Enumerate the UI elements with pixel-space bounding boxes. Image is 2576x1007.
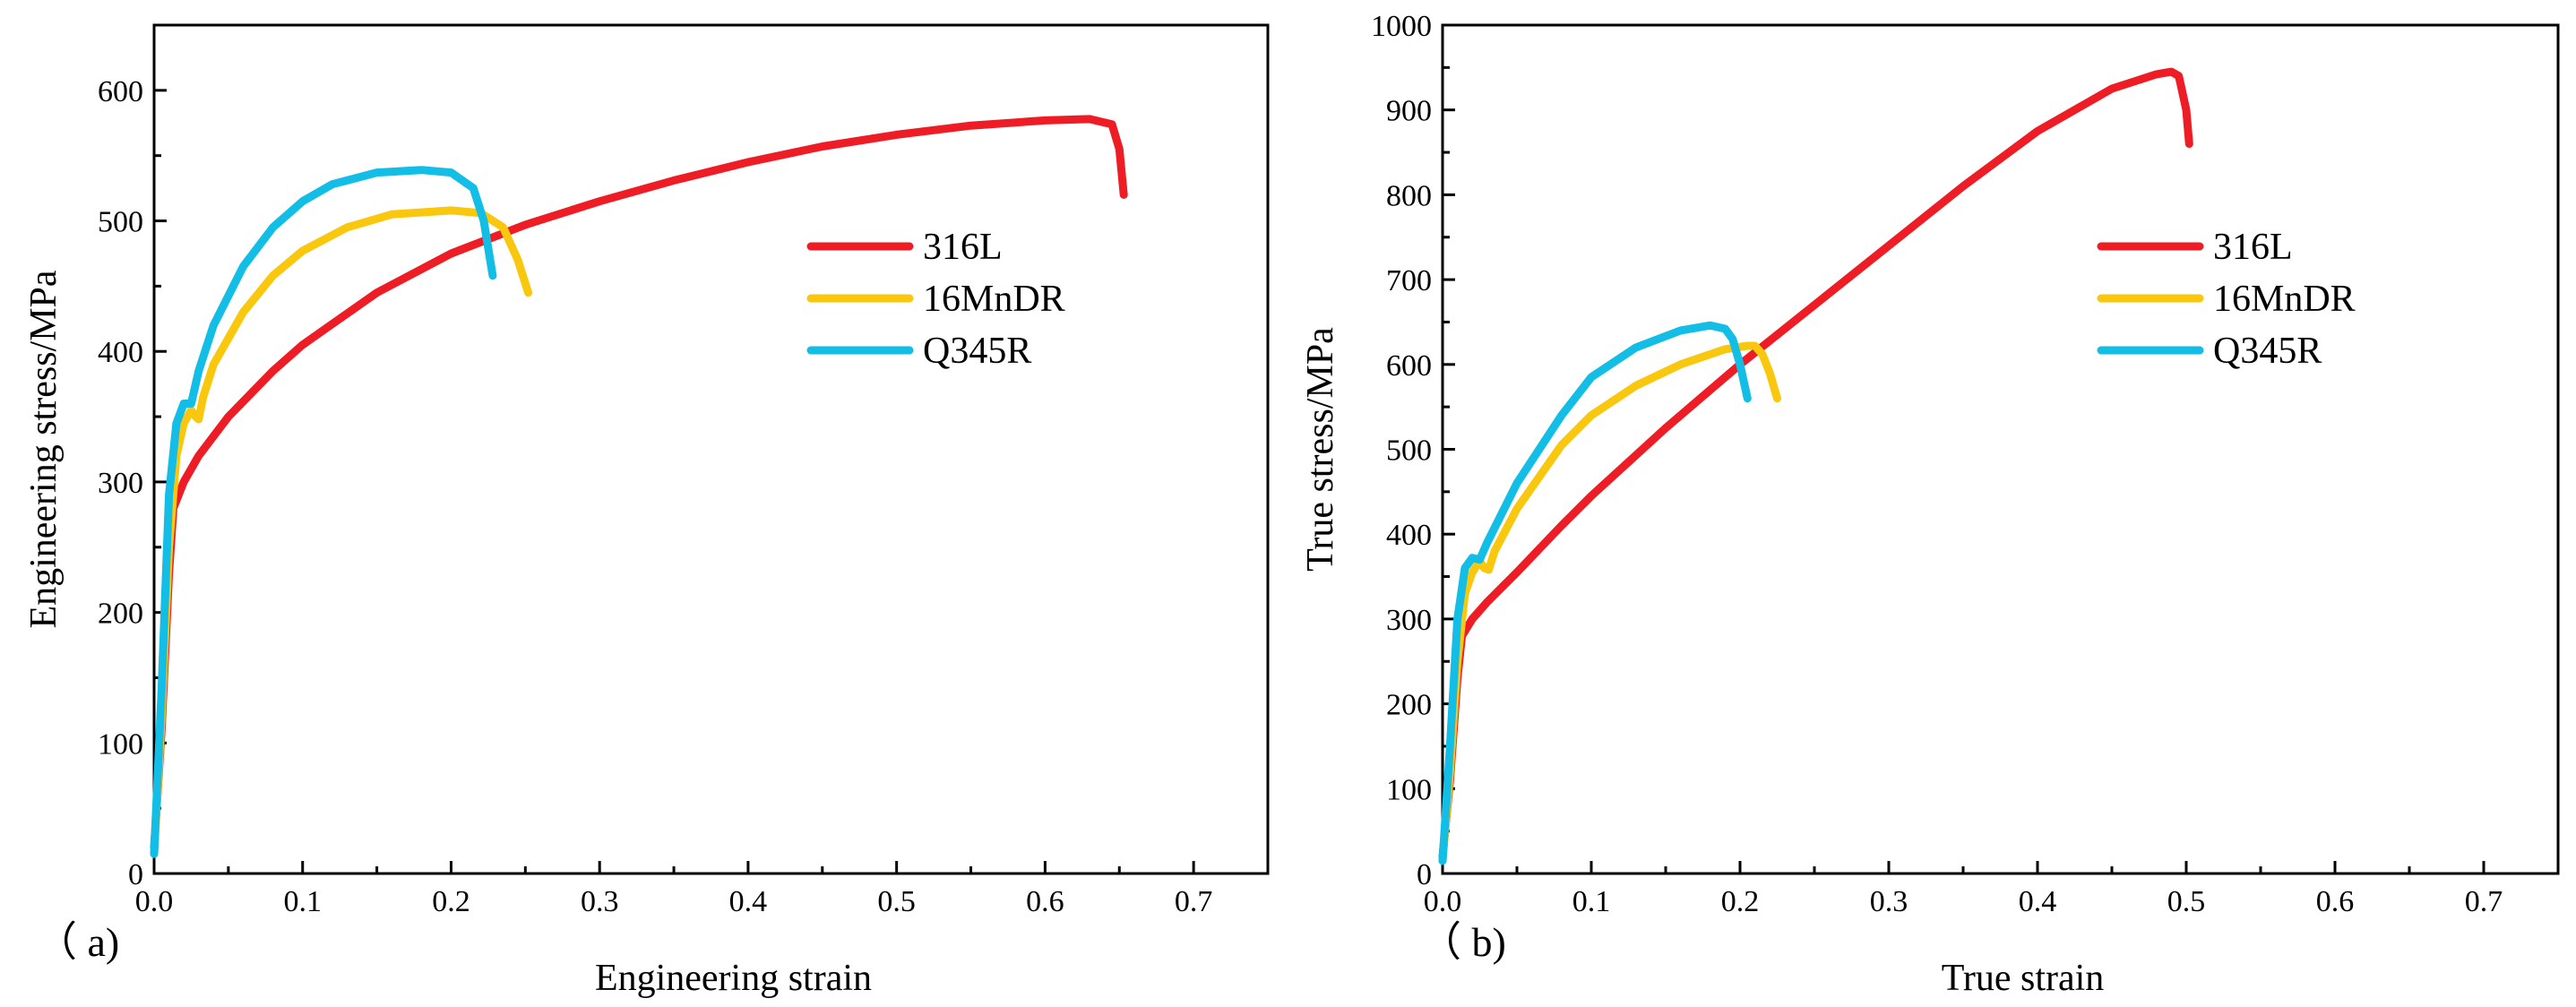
- legend-label-q345r: Q345R: [2213, 331, 2322, 372]
- y-tick-label: 200: [98, 598, 143, 631]
- y-tick-label: 600: [98, 75, 143, 108]
- chart-panel-a: 0.0 0.1 0.2 0.3 0.4 0.5 0.6 0.7 0 100 200 300 400 500…: [23, 23, 1270, 999]
- x-tick-label: 0.1: [1572, 885, 1611, 918]
- series-line-16mndr: [1438, 341, 1781, 865]
- x-tick-label: 0.1: [283, 885, 322, 918]
- y-tick-label: 300: [98, 467, 143, 500]
- plot-frame: [152, 23, 1270, 875]
- x-tick-label: 0.3: [581, 885, 619, 918]
- x-tick-label: 0.7: [1175, 885, 1213, 918]
- y-tick-label: 800: [1386, 179, 1432, 212]
- y-tick-label: 400: [98, 336, 143, 369]
- panel-label: （ b): [1420, 919, 1506, 965]
- y-tick-label: 100: [98, 727, 143, 761]
- y-tick-label: 100: [1386, 773, 1432, 806]
- x-tick-label: 0.6: [1026, 885, 1064, 918]
- x-tick-label: 0.4: [729, 885, 768, 918]
- series-line-q345r: [150, 166, 497, 858]
- x-tick-label: 0.0: [135, 885, 174, 918]
- x-tick-label: 0.0: [1424, 885, 1462, 918]
- panel-label: （ a): [36, 919, 119, 965]
- x-tick-label: 0.5: [877, 885, 916, 918]
- legend-label-16mndr: 16MnDR: [923, 279, 1065, 320]
- y-tick-label: 500: [1386, 435, 1432, 468]
- x-tick-label: 0.6: [2316, 885, 2355, 918]
- legend: 316L 16MnDR Q345R: [806, 227, 1065, 372]
- y-tick-label: 900: [1386, 95, 1432, 128]
- y-tick-label: 300: [1386, 604, 1432, 637]
- x-tick-label: 0.3: [1870, 885, 1908, 918]
- y-tick-label: 200: [1386, 689, 1432, 722]
- y-tick-label: 0: [1417, 858, 1432, 891]
- legend-label-16mndr: 16MnDR: [2213, 279, 2356, 320]
- legend-label-316l: 316L: [923, 227, 1003, 268]
- y-tick-label: 500: [98, 206, 143, 239]
- x-axis-title: Engineering strain: [595, 958, 872, 999]
- x-tick-label: 0.2: [432, 885, 470, 918]
- y-tick-label: 1000: [1371, 10, 1432, 43]
- x-tick-label: 0.2: [1721, 885, 1760, 918]
- plot-frame: [1441, 23, 2560, 875]
- series-line-316l: [150, 115, 1128, 852]
- series-line-16mndr: [150, 206, 533, 858]
- x-tick-label: 0.4: [2019, 885, 2057, 918]
- series-line-q345r: [1438, 321, 1752, 865]
- y-axis-title: Engineering stress/MPa: [23, 270, 65, 628]
- series-line-316l: [1438, 67, 2193, 861]
- legend: 316L 16MnDR Q345R: [2097, 227, 2356, 372]
- y-tick-label: 600: [1386, 349, 1432, 383]
- x-tick-label: 0.5: [2167, 885, 2206, 918]
- y-tick-label: 400: [1386, 519, 1432, 552]
- x-tick-label: 0.7: [2465, 885, 2503, 918]
- x-axis-title: True strain: [1942, 958, 2105, 999]
- chart-panel-b: 0.0 0.1 0.2 0.3 0.4 0.5 0.6 0.7 0 100 200 300 400 500…: [1300, 10, 2560, 999]
- y-tick-label: 0: [128, 858, 143, 891]
- y-axis-title: True stress/MPa: [1300, 327, 1341, 572]
- legend-label-316l: 316L: [2213, 227, 2293, 268]
- y-tick-label: 700: [1386, 264, 1432, 297]
- legend-label-q345r: Q345R: [923, 331, 1031, 372]
